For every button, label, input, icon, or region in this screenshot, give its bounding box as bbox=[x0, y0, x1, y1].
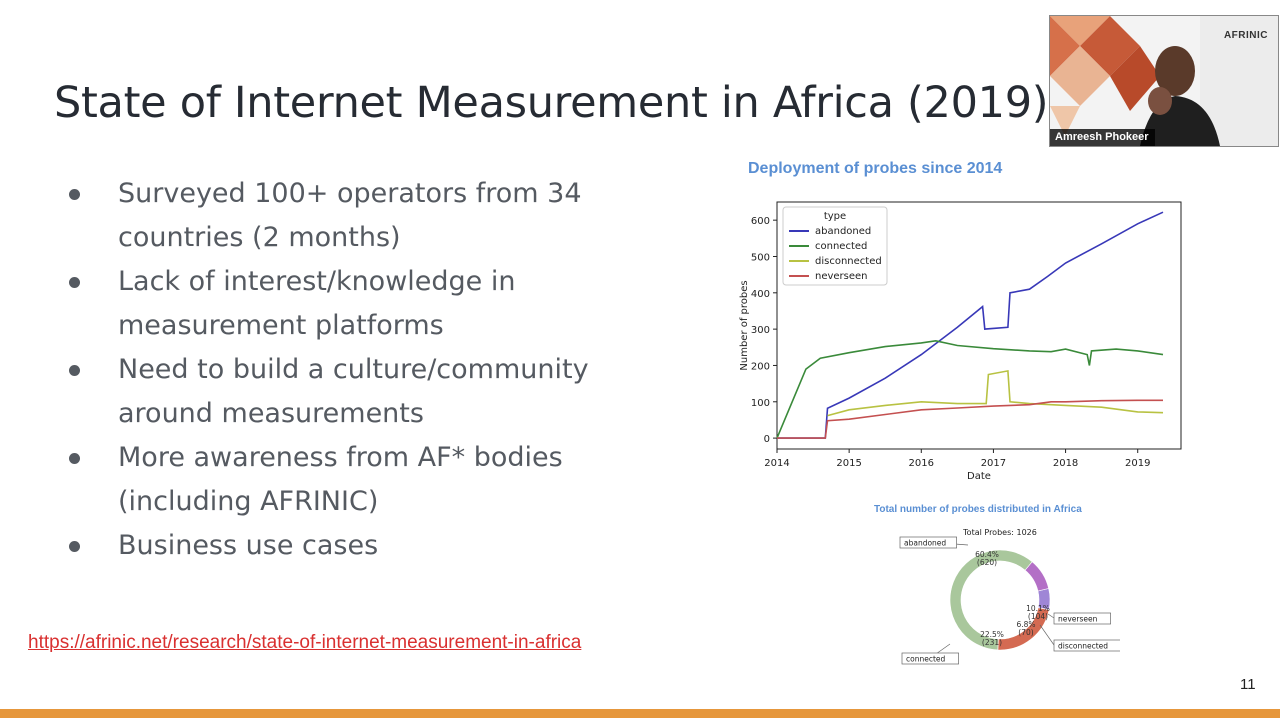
video-thumbnail[interactable]: AFRINIC Amreesh Phokeer bbox=[1049, 15, 1279, 147]
legend-label-abandoned: abandoned bbox=[815, 226, 871, 237]
callout-label-neverseen: neverseen bbox=[1058, 615, 1098, 624]
y-tick-label: 600 bbox=[751, 216, 770, 227]
x-axis-label: Date bbox=[967, 471, 991, 482]
slice-count-neverseen: (104) bbox=[1028, 612, 1048, 621]
bullet-item: Lack of interest/knowledge in measuremen… bbox=[66, 260, 666, 348]
x-tick-label: 2017 bbox=[981, 458, 1006, 469]
bullet-item: Surveyed 100+ operators from 34 countrie… bbox=[66, 172, 666, 260]
bullet-item: Business use cases bbox=[66, 524, 666, 568]
legend-label-disconnected: disconnected bbox=[815, 256, 882, 267]
callout-box-neverseen bbox=[1053, 612, 1111, 625]
afrinic-logo: AFRINIC bbox=[1223, 30, 1268, 41]
slide-title: State of Internet Measurement in Africa … bbox=[54, 78, 1049, 128]
donut-chart-title: Total number of probes distributed in Af… bbox=[874, 504, 1082, 515]
y-tick-label: 400 bbox=[751, 289, 770, 300]
bullet-dot-icon bbox=[69, 189, 80, 200]
bullet-item: More awareness from AF* bodies (includin… bbox=[66, 436, 666, 524]
y-tick-label: 100 bbox=[751, 398, 770, 409]
slice-percent-disconnected: 6.8% bbox=[1016, 620, 1035, 629]
series-line-disconnected bbox=[827, 369, 1164, 417]
callout-box-abandoned bbox=[899, 536, 957, 549]
x-tick-label: 2016 bbox=[909, 458, 934, 469]
bullet-item: Need to build a culture/community around… bbox=[66, 348, 666, 436]
bullet-dot-icon bbox=[69, 453, 80, 464]
bullet-text: Need to build a culture/community around… bbox=[118, 354, 589, 429]
probes-donut-chart: Total Probes: 1026 60.4%(620) 10.1%(104)6.… bbox=[899, 528, 1120, 665]
callout-label-connected: connected bbox=[906, 655, 946, 664]
series-line-neverseen bbox=[777, 399, 1163, 439]
legend-title: type bbox=[824, 211, 846, 222]
callout-line-neverseen bbox=[1047, 613, 1055, 619]
callout-label-abandoned: abandoned bbox=[904, 539, 946, 548]
speaker-video-icon bbox=[1050, 16, 1278, 146]
bullet-text: Business use cases bbox=[118, 530, 379, 561]
page-number: 11 bbox=[1240, 676, 1256, 693]
bullet-text: More awareness from AF* bodies (includin… bbox=[118, 442, 563, 517]
participant-name: Amreesh Phokeer bbox=[1050, 129, 1155, 146]
bullet-text: Lack of interest/knowledge in measuremen… bbox=[118, 266, 516, 341]
callout-line-disconnected bbox=[1039, 624, 1055, 646]
x-tick-label: 2014 bbox=[764, 458, 789, 469]
bullet-list: Surveyed 100+ operators from 34 countrie… bbox=[66, 172, 666, 568]
slice-count-disconnected: (70) bbox=[1018, 628, 1033, 637]
y-tick-label: 500 bbox=[751, 252, 770, 263]
bullet-text: Surveyed 100+ operators from 34 countrie… bbox=[118, 178, 582, 253]
y-tick-label: 0 bbox=[764, 434, 770, 445]
x-tick-label: 2019 bbox=[1125, 458, 1150, 469]
callout-label-disconnected: disconnected bbox=[1058, 642, 1108, 651]
y-tick-label: 300 bbox=[751, 325, 770, 336]
slice-percent-connected: 22.5% bbox=[980, 630, 1004, 639]
slice-percent-abandoned: 60.4% bbox=[975, 550, 999, 559]
series-line-connected bbox=[776, 339, 1164, 439]
callout-box-disconnected bbox=[1053, 639, 1120, 652]
series-line-abandoned bbox=[777, 211, 1164, 439]
x-tick-label: 2015 bbox=[836, 458, 861, 469]
y-tick-label: 200 bbox=[751, 361, 770, 372]
callout-box-connected bbox=[901, 652, 959, 665]
y-axis-label: Number of probes bbox=[739, 280, 750, 370]
donut-subtitle: Total Probes: 1026 bbox=[962, 528, 1037, 537]
x-tick-label: 2018 bbox=[1053, 458, 1078, 469]
probes-line-chart: 0 100 200 300 400 500 600 2014 2015 2016 2017 2018 2… bbox=[739, 201, 1182, 482]
slice-percent-neverseen: 10.1% bbox=[1026, 604, 1050, 613]
slice-count-connected: (231) bbox=[982, 638, 1002, 647]
footer-accent-bar bbox=[0, 709, 1280, 718]
legend-label-neverseen: neverseen bbox=[815, 271, 868, 282]
legend-label-connected: connected bbox=[815, 241, 867, 252]
slice-count-abandoned: (620) bbox=[977, 558, 997, 567]
bullet-dot-icon bbox=[69, 541, 80, 552]
donut-slice-neverseen bbox=[1024, 561, 1050, 592]
line-chart-title: Deployment of probes since 2014 bbox=[748, 160, 1003, 177]
bullet-dot-icon bbox=[69, 277, 80, 288]
bullet-dot-icon bbox=[69, 365, 80, 376]
research-link[interactable]: https://afrinic.net/research/state-of-in… bbox=[28, 632, 582, 653]
legend-box bbox=[782, 206, 888, 286]
